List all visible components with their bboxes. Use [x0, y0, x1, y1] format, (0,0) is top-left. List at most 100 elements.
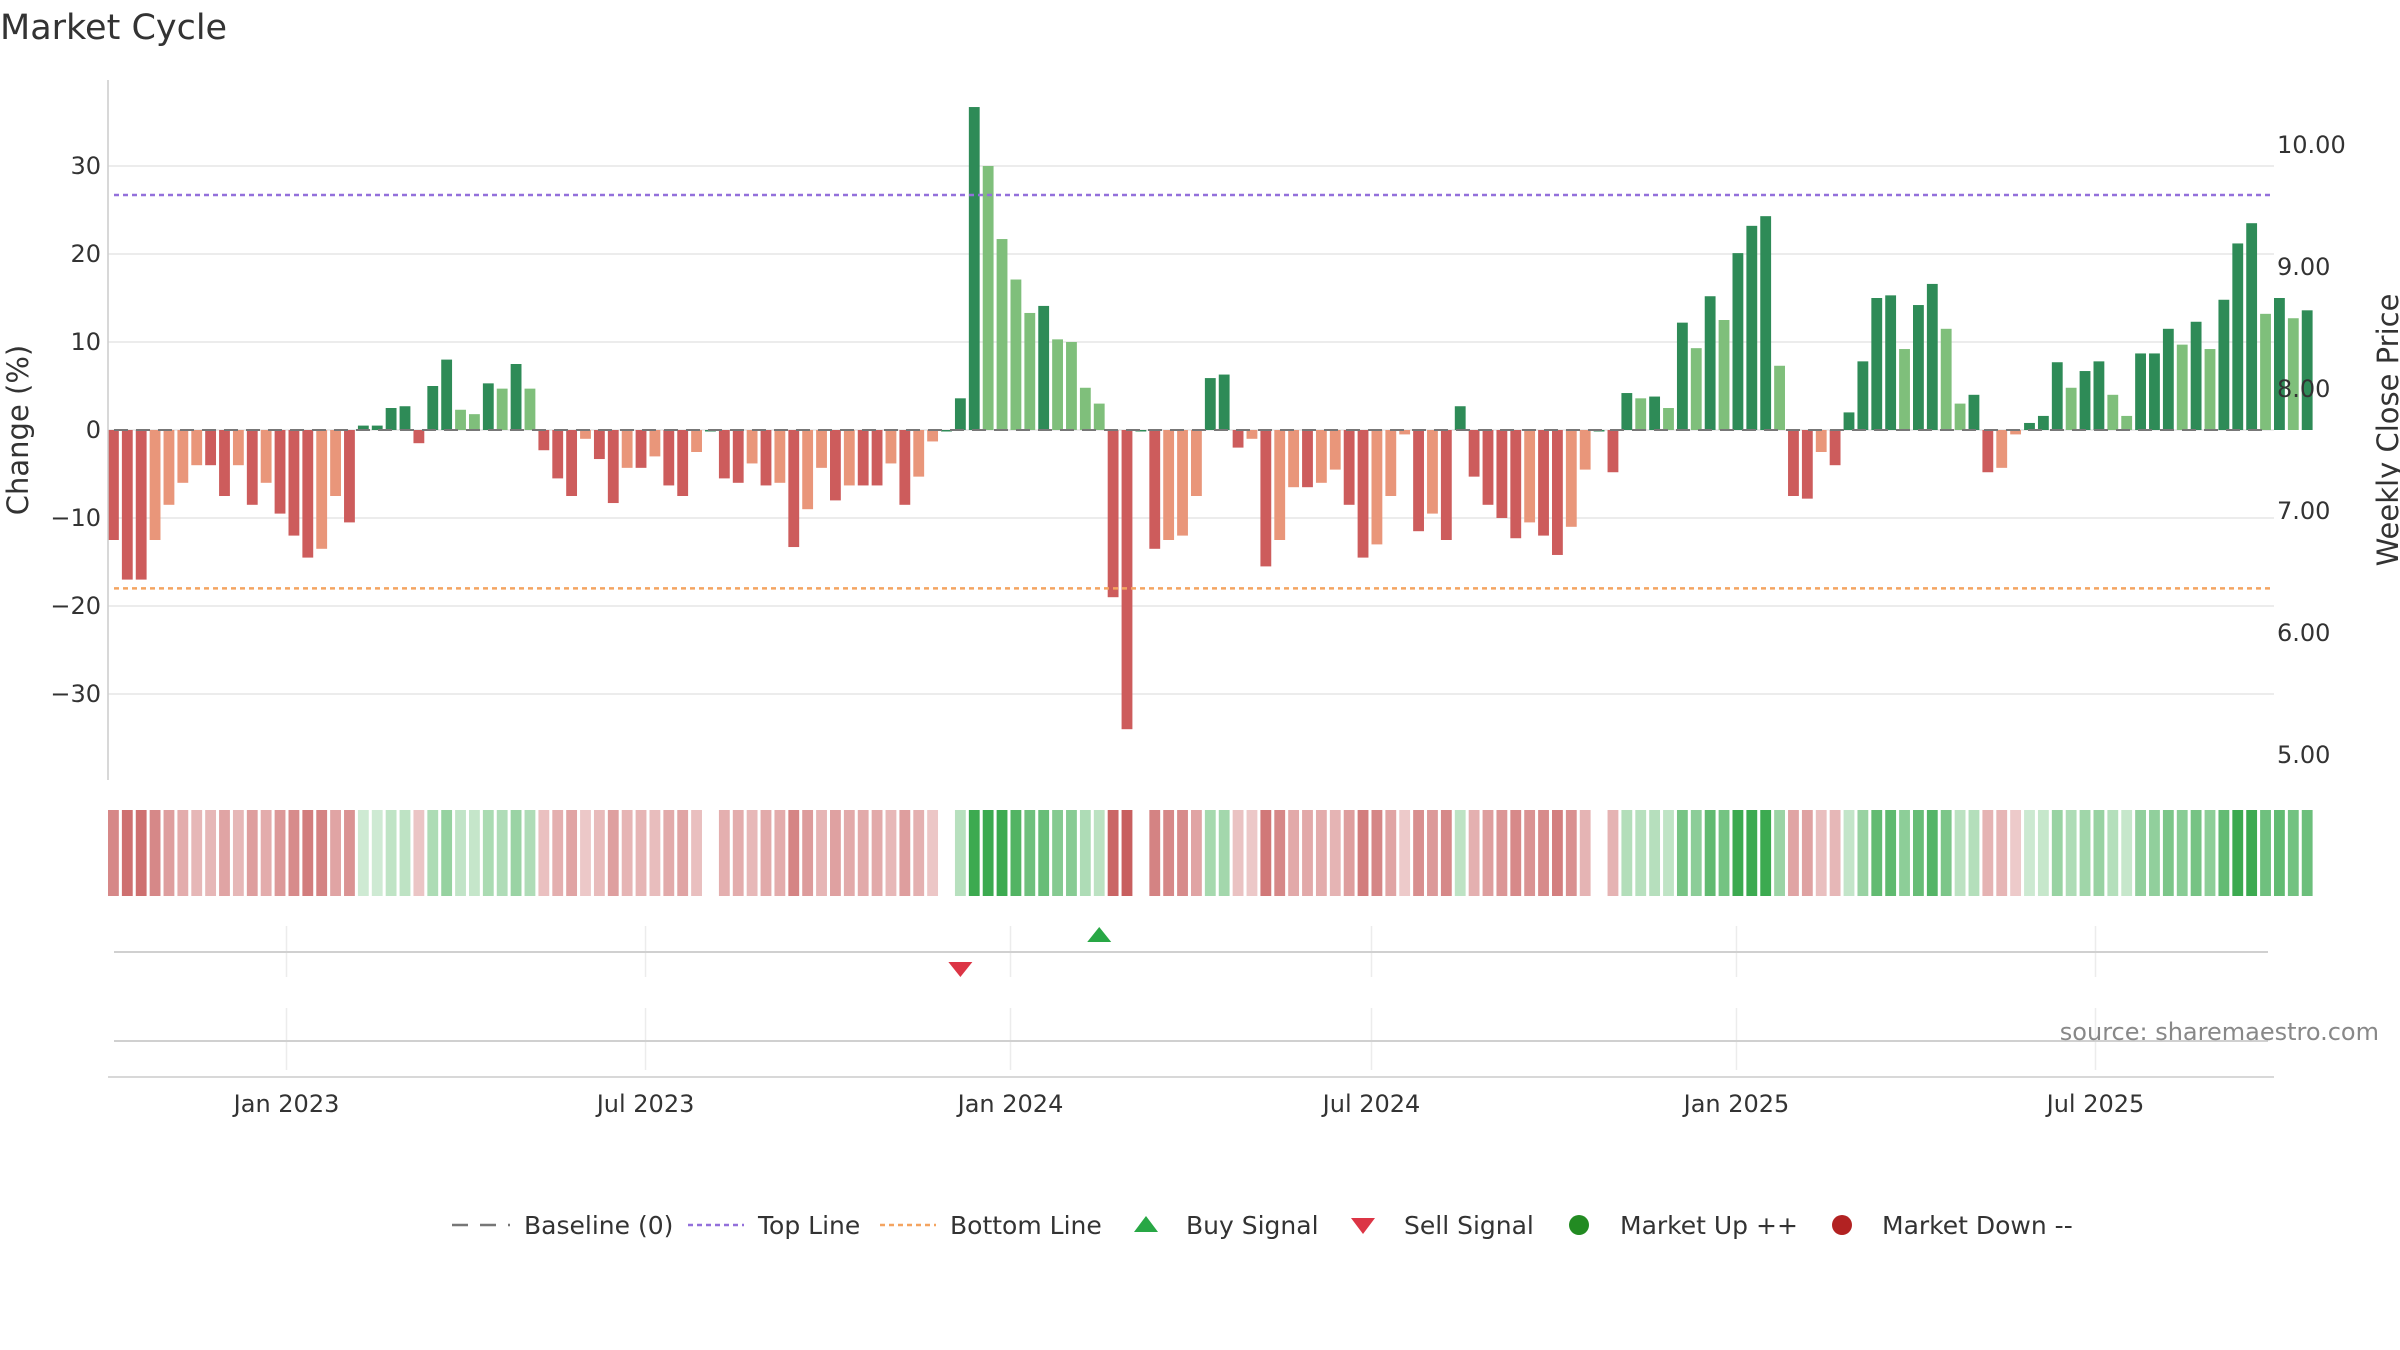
y-tick-label: 20 — [70, 240, 101, 268]
heat-cell — [1663, 810, 1674, 896]
bar — [663, 430, 675, 486]
bar — [816, 430, 827, 468]
bar — [496, 388, 508, 430]
heat-cell — [2176, 810, 2188, 896]
heat-cell — [1038, 810, 1050, 896]
heat-cell — [649, 810, 661, 896]
bar — [1538, 430, 1549, 536]
bar — [1621, 393, 1633, 430]
bar — [2093, 361, 2105, 430]
bar — [968, 107, 980, 430]
heat-cell — [441, 810, 453, 896]
heat-cell — [1149, 810, 1161, 896]
legend-top-line-label: Top Line — [757, 1211, 860, 1240]
bar — [1871, 298, 1883, 430]
bar — [1191, 430, 1202, 496]
heat-cell — [1704, 810, 1716, 896]
bar — [621, 430, 633, 468]
bar — [1510, 430, 1522, 539]
heat-cell — [413, 810, 425, 896]
bar — [1454, 406, 1466, 430]
heat-cell — [1885, 810, 1897, 896]
heat-cell — [1204, 810, 1216, 896]
heat-cell — [1496, 810, 1508, 896]
bar — [524, 388, 536, 430]
y-tick-label: −20 — [50, 592, 101, 620]
bar — [344, 430, 355, 523]
heat-cell — [1079, 810, 1091, 896]
bar — [802, 430, 814, 510]
heat-cell — [482, 810, 494, 896]
heat-cell — [191, 810, 203, 896]
bar — [1204, 378, 1216, 430]
legend-buy-signal-swatch — [1134, 1216, 1158, 1232]
bar — [427, 386, 439, 430]
legend-market-up-swatch — [1569, 1215, 1589, 1235]
heat-cell — [469, 810, 480, 896]
bar — [1371, 430, 1383, 545]
heat-cell — [552, 810, 564, 896]
bar — [163, 430, 175, 505]
legend-market-down-label: Market Down -- — [1882, 1211, 2073, 1240]
source-credit: source: sharemaestro.com — [2060, 1018, 2379, 1046]
heat-cell — [260, 810, 272, 896]
heat-cell — [1982, 810, 1994, 896]
heat-cell — [219, 810, 230, 896]
heat-cell — [1607, 810, 1619, 896]
heat-cell — [1371, 810, 1383, 896]
heat-cell — [2274, 810, 2285, 896]
heat-cell — [1066, 810, 1077, 896]
bar — [1232, 430, 1244, 448]
heat-cell — [1871, 810, 1883, 896]
heat-cell — [788, 810, 800, 896]
bar — [913, 430, 925, 477]
bar — [1926, 283, 1938, 430]
bar — [2176, 344, 2188, 430]
heat-cell — [1482, 810, 1494, 896]
heat-cell — [1760, 810, 1772, 896]
legend-baseline-label: Baseline (0) — [524, 1211, 673, 1240]
heat-cell — [1954, 810, 1966, 896]
bar — [746, 430, 758, 464]
signal-panel — [114, 926, 2268, 1070]
heat-cell — [1302, 810, 1313, 896]
heat-cell — [1565, 810, 1577, 896]
bar — [357, 425, 369, 430]
bar — [274, 430, 286, 514]
heat-cell — [2218, 810, 2230, 896]
heat-cell — [1274, 810, 1286, 896]
bar — [205, 430, 217, 466]
heat-cell — [607, 810, 619, 896]
heat-cell — [2024, 810, 2035, 896]
heat-cell — [2037, 810, 2049, 896]
bar — [996, 239, 1008, 430]
bar — [1218, 374, 1230, 430]
heat-cell — [1649, 810, 1661, 896]
bar — [718, 430, 730, 479]
legend-market-up-label: Market Up ++ — [1620, 1211, 1798, 1240]
bar — [2079, 371, 2091, 430]
y-tick-label: 10 — [70, 328, 101, 356]
heat-cell — [1232, 810, 1244, 896]
bar — [1177, 430, 1188, 536]
heat-cell — [1052, 810, 1063, 896]
heat-cell — [913, 810, 925, 896]
heat-cell — [330, 810, 341, 896]
bar — [482, 383, 494, 430]
heat-cell — [830, 810, 841, 896]
heat-cell — [1246, 810, 1258, 896]
x-tick-label: Jan 2025 — [1682, 1090, 1790, 1118]
bar — [1385, 430, 1397, 496]
heat-cell — [1940, 810, 1952, 896]
bar — [843, 430, 855, 486]
heat-cell — [1010, 810, 1022, 896]
bar — [2260, 313, 2271, 430]
y-tick-label: 0 — [86, 416, 101, 444]
heat-cell — [1427, 810, 1438, 896]
heat-cell — [1635, 810, 1647, 896]
bar — [219, 430, 230, 496]
heat-cell — [760, 810, 772, 896]
heat-cell — [302, 810, 314, 896]
heat-cell — [1288, 810, 1300, 896]
bar — [760, 430, 772, 486]
